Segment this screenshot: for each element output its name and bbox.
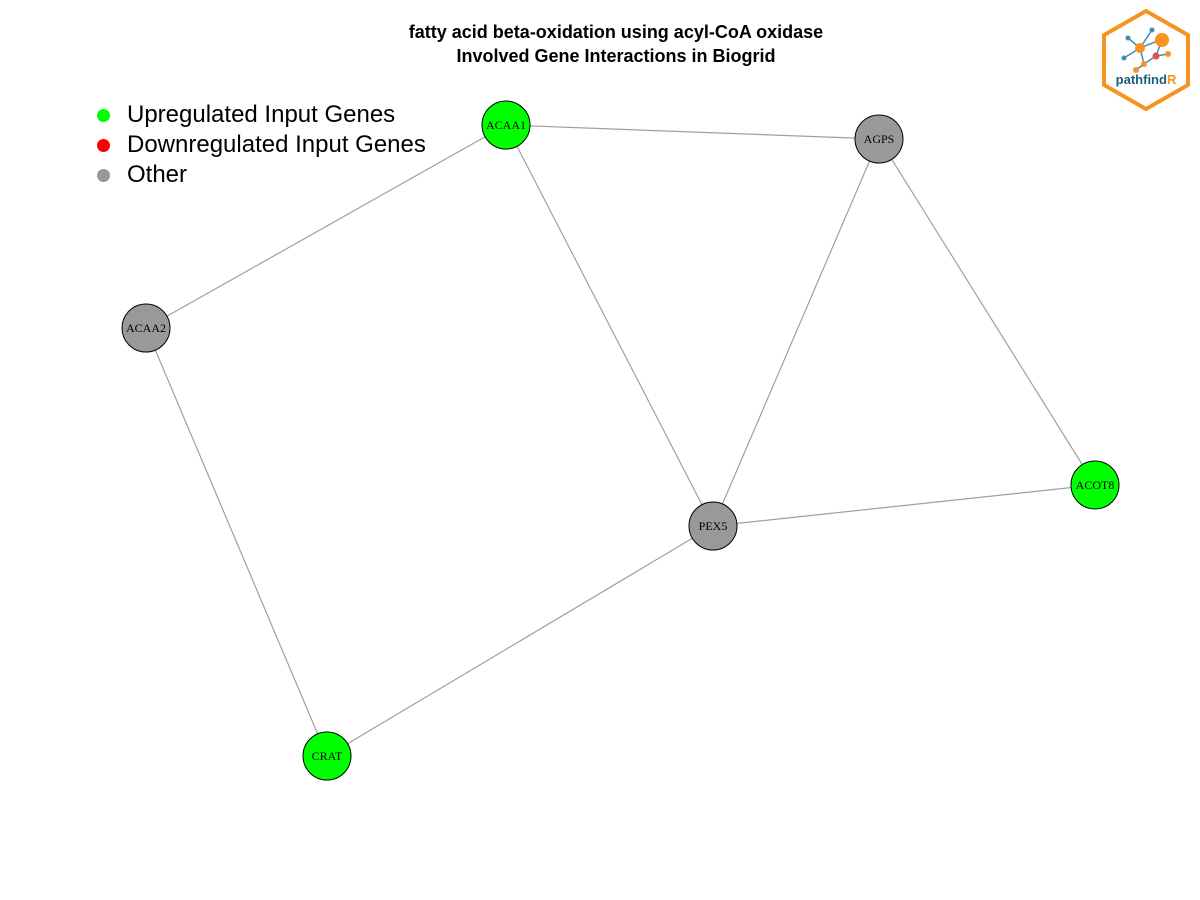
edge-acaa1-pex5 (505, 124, 714, 527)
node-circle (854, 114, 904, 164)
logo-network-icon (1121, 27, 1171, 73)
edge-agps-acot8 (878, 138, 1096, 486)
edge-acaa1-acaa2 (145, 124, 507, 329)
logo-text: pathfindR (1116, 72, 1177, 87)
node-acaa1: ACAA1 (481, 100, 531, 150)
chart-title-line-2: Involved Gene Interactions in Biogrid (456, 46, 776, 66)
logo-hexagon (1102, 8, 1190, 112)
node-label: ACAA1 (486, 118, 526, 132)
edge-acaa1-agps (505, 124, 880, 140)
legend-item-upregulated: Upregulated Input Genes (97, 100, 426, 130)
node-label: ACAA2 (126, 321, 166, 335)
edge-agps-pex5 (712, 138, 880, 527)
legend: Upregulated Input Genes Downregulated In… (97, 100, 426, 190)
node-agps: AGPS (854, 114, 904, 164)
legend-label: Downregulated Input Genes (127, 131, 426, 158)
node-crat: CRAT (302, 731, 352, 781)
legend-item-other: Other (97, 160, 426, 190)
edge-group (145, 124, 1096, 757)
edge-pex5-acot8 (712, 484, 1096, 527)
node-acot8: ACOT8 (1070, 460, 1120, 510)
node-label: ACOT8 (1076, 478, 1115, 492)
edge-acaa2-crat (145, 327, 328, 757)
node-label: PEX5 (699, 519, 728, 533)
edge-pex5-crat (326, 525, 714, 757)
legend-dot-icon (97, 168, 110, 182)
legend-label: Upregulated Input Genes (127, 101, 396, 128)
node-label: CRAT (312, 749, 343, 763)
pathfindr-logo-icon: pathfindR (1102, 8, 1190, 112)
legend-label: Other (127, 161, 188, 188)
legend-dot-icon (97, 138, 110, 152)
node-circle (121, 303, 171, 353)
node-circle (302, 731, 352, 781)
node-acaa2: ACAA2 (121, 303, 171, 353)
legend-dot-icon (97, 108, 110, 122)
node-circle (1070, 460, 1120, 510)
node-pex5: PEX5 (688, 501, 738, 551)
node-circle (481, 100, 531, 150)
node-group: ACAA1 AGPS ACAA2 ACOT8 PEX5 CRAT (121, 100, 1120, 781)
legend-item-downregulated: Downregulated Input Genes (97, 130, 426, 160)
node-circle (688, 501, 738, 551)
node-label: AGPS (864, 132, 895, 146)
chart-title-line-1: fatty acid beta-oxidation using acyl-CoA… (408, 22, 824, 42)
